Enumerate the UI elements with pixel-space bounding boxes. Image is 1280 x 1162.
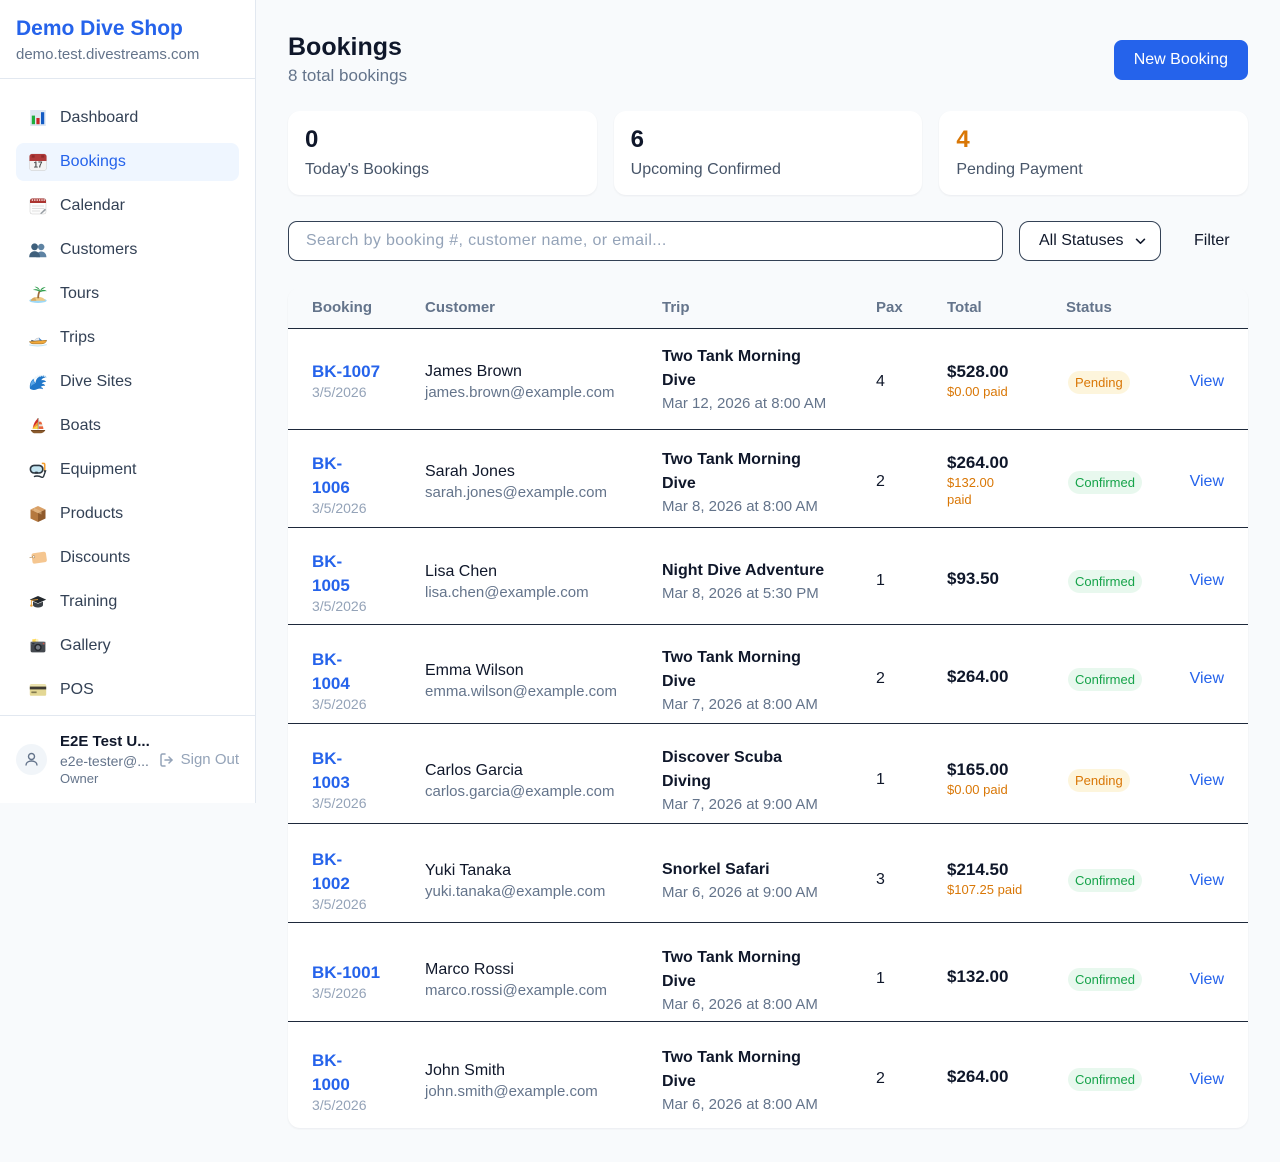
svg-text:17: 17 — [34, 161, 43, 170]
